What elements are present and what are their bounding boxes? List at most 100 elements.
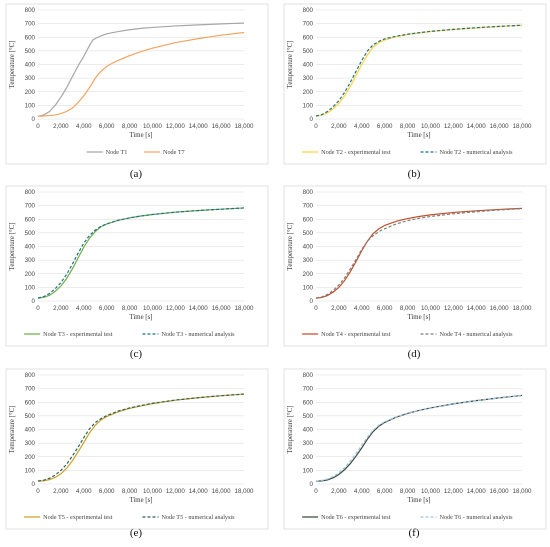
series-line-1 bbox=[37, 393, 245, 482]
x-tick-label: 0 bbox=[314, 123, 318, 130]
chart-panel-f: 0 100 200 300 400 500 600 700 800 0 2,000 4,000 6,00… bbox=[278, 367, 550, 547]
x-tick-label: 12,000 bbox=[166, 488, 185, 495]
x-axis-title: Time [s] bbox=[130, 132, 153, 139]
x-tick-label: 14,000 bbox=[189, 123, 208, 130]
legend-label-2: Node T6 - numerical analysis bbox=[439, 514, 513, 521]
y-tick-label: 200 bbox=[303, 271, 314, 278]
x-axis-title: Time [s] bbox=[408, 314, 431, 321]
x-tick-label: 0 bbox=[36, 123, 40, 130]
y-tick-label: 600 bbox=[303, 34, 314, 41]
x-tick-label: 16,000 bbox=[212, 305, 231, 312]
x-tick-label: 4,000 bbox=[354, 488, 370, 495]
x-tick-label: 2,000 bbox=[331, 488, 347, 495]
series-line-1 bbox=[37, 22, 245, 117]
chart-frame bbox=[283, 3, 547, 165]
y-tick-label: 200 bbox=[25, 89, 36, 96]
x-tick-label: 8,000 bbox=[400, 488, 416, 495]
y-tick-label: 700 bbox=[25, 203, 36, 210]
x-tick-label: 6,000 bbox=[99, 488, 115, 495]
series-line-1 bbox=[315, 207, 523, 299]
x-tick-label: 8,000 bbox=[122, 123, 138, 130]
x-tick-label: 6,000 bbox=[99, 305, 115, 312]
y-tick-label: 500 bbox=[25, 48, 36, 55]
y-tick-label: 100 bbox=[303, 284, 314, 291]
y-tick-label: 700 bbox=[303, 21, 314, 28]
y-tick-label: 0 bbox=[32, 298, 36, 305]
chart-frame bbox=[5, 185, 269, 347]
x-tick-label: 14,000 bbox=[189, 305, 208, 312]
y-tick-label: 100 bbox=[25, 284, 36, 291]
y-tick-label: 100 bbox=[25, 467, 36, 474]
y-tick-label: 200 bbox=[303, 89, 314, 96]
panel-label-f: (f) bbox=[408, 527, 420, 539]
panel-label-c: (c) bbox=[129, 348, 143, 360]
y-axis-title: Temperature [°C] bbox=[287, 406, 294, 454]
y-tick-label: 800 bbox=[25, 372, 36, 379]
series-line-2 bbox=[315, 24, 523, 117]
x-tick-label: 6,000 bbox=[377, 305, 393, 312]
x-tick-label: 18,000 bbox=[235, 488, 254, 495]
series-line-2 bbox=[37, 207, 245, 299]
x-tick-label: 16,000 bbox=[212, 488, 231, 495]
x-tick-label: 8,000 bbox=[400, 123, 416, 130]
y-tick-label: 500 bbox=[25, 230, 36, 237]
chart-panel-e: 0 100 200 300 400 500 600 700 800 0 2,000 4,000 6,00… bbox=[0, 367, 272, 547]
chart-svg-f: 0 100 200 300 400 500 600 700 800 0 2,000 4,000 6,00… bbox=[283, 368, 547, 530]
chart-panel-c: 0 100 200 300 400 500 600 700 800 0 2,000 4,000 6,00… bbox=[0, 184, 272, 364]
y-tick-label: 0 bbox=[32, 116, 36, 123]
panel-label-a: (a) bbox=[129, 168, 143, 180]
y-tick-label: 600 bbox=[25, 216, 36, 223]
y-tick-label: 300 bbox=[25, 75, 36, 82]
chart-panel-d: 0 100 200 300 400 500 600 700 800 0 2,000 4,000 6,00… bbox=[278, 184, 550, 364]
series-line-1 bbox=[37, 207, 245, 299]
x-tick-label: 4,000 bbox=[354, 305, 370, 312]
y-axis-title: Temperature [°C] bbox=[287, 223, 294, 271]
y-tick-label: 300 bbox=[25, 257, 36, 264]
x-tick-label: 10,000 bbox=[421, 305, 440, 312]
legend-label-1: Node T1 bbox=[106, 149, 128, 156]
y-tick-label: 200 bbox=[303, 454, 314, 461]
x-tick-label: 18,000 bbox=[513, 488, 532, 495]
y-tick-label: 100 bbox=[25, 102, 36, 109]
x-tick-label: 14,000 bbox=[467, 305, 486, 312]
y-tick-label: 300 bbox=[303, 257, 314, 264]
legend-label-2: Node T3 - numerical analysis bbox=[161, 331, 235, 338]
x-tick-label: 2,000 bbox=[53, 305, 69, 312]
panel-label-e: (e) bbox=[129, 527, 143, 539]
x-tick-label: 18,000 bbox=[235, 305, 254, 312]
x-tick-label: 10,000 bbox=[421, 123, 440, 130]
x-axis-title: Time [s] bbox=[130, 497, 153, 504]
y-tick-label: 0 bbox=[32, 481, 36, 488]
x-tick-label: 4,000 bbox=[354, 123, 370, 130]
series-line-2 bbox=[37, 31, 245, 117]
y-tick-label: 600 bbox=[303, 399, 314, 406]
x-tick-label: 2,000 bbox=[331, 305, 347, 312]
x-tick-label: 16,000 bbox=[490, 488, 509, 495]
chart-svg-d: 0 100 200 300 400 500 600 700 800 0 2,000 4,000 6,00… bbox=[283, 185, 547, 347]
legend-label-1: Node T2 - experimental test bbox=[321, 149, 391, 156]
x-tick-label: 12,000 bbox=[166, 123, 185, 130]
x-tick-label: 8,000 bbox=[122, 305, 138, 312]
y-tick-label: 0 bbox=[310, 481, 314, 488]
x-tick-label: 6,000 bbox=[99, 123, 115, 130]
y-tick-label: 0 bbox=[310, 116, 314, 123]
y-tick-label: 100 bbox=[303, 102, 314, 109]
x-tick-label: 8,000 bbox=[400, 305, 416, 312]
y-tick-label: 800 bbox=[303, 372, 314, 379]
chart-frame bbox=[283, 368, 547, 530]
chart-svg-b: 0 100 200 300 400 500 600 700 800 0 2,000 4,000 6,00… bbox=[283, 3, 547, 165]
x-tick-label: 12,000 bbox=[444, 305, 463, 312]
x-tick-label: 16,000 bbox=[490, 123, 509, 130]
x-tick-label: 14,000 bbox=[467, 488, 486, 495]
y-tick-label: 400 bbox=[25, 244, 36, 251]
y-tick-label: 800 bbox=[303, 189, 314, 196]
x-tick-label: 12,000 bbox=[444, 123, 463, 130]
x-tick-label: 14,000 bbox=[189, 488, 208, 495]
x-tick-label: 16,000 bbox=[212, 123, 231, 130]
x-tick-label: 14,000 bbox=[467, 123, 486, 130]
x-tick-label: 4,000 bbox=[76, 488, 92, 495]
y-tick-label: 400 bbox=[25, 427, 36, 434]
y-tick-label: 300 bbox=[303, 75, 314, 82]
x-axis-title: Time [s] bbox=[130, 314, 153, 321]
y-tick-label: 300 bbox=[25, 440, 36, 447]
